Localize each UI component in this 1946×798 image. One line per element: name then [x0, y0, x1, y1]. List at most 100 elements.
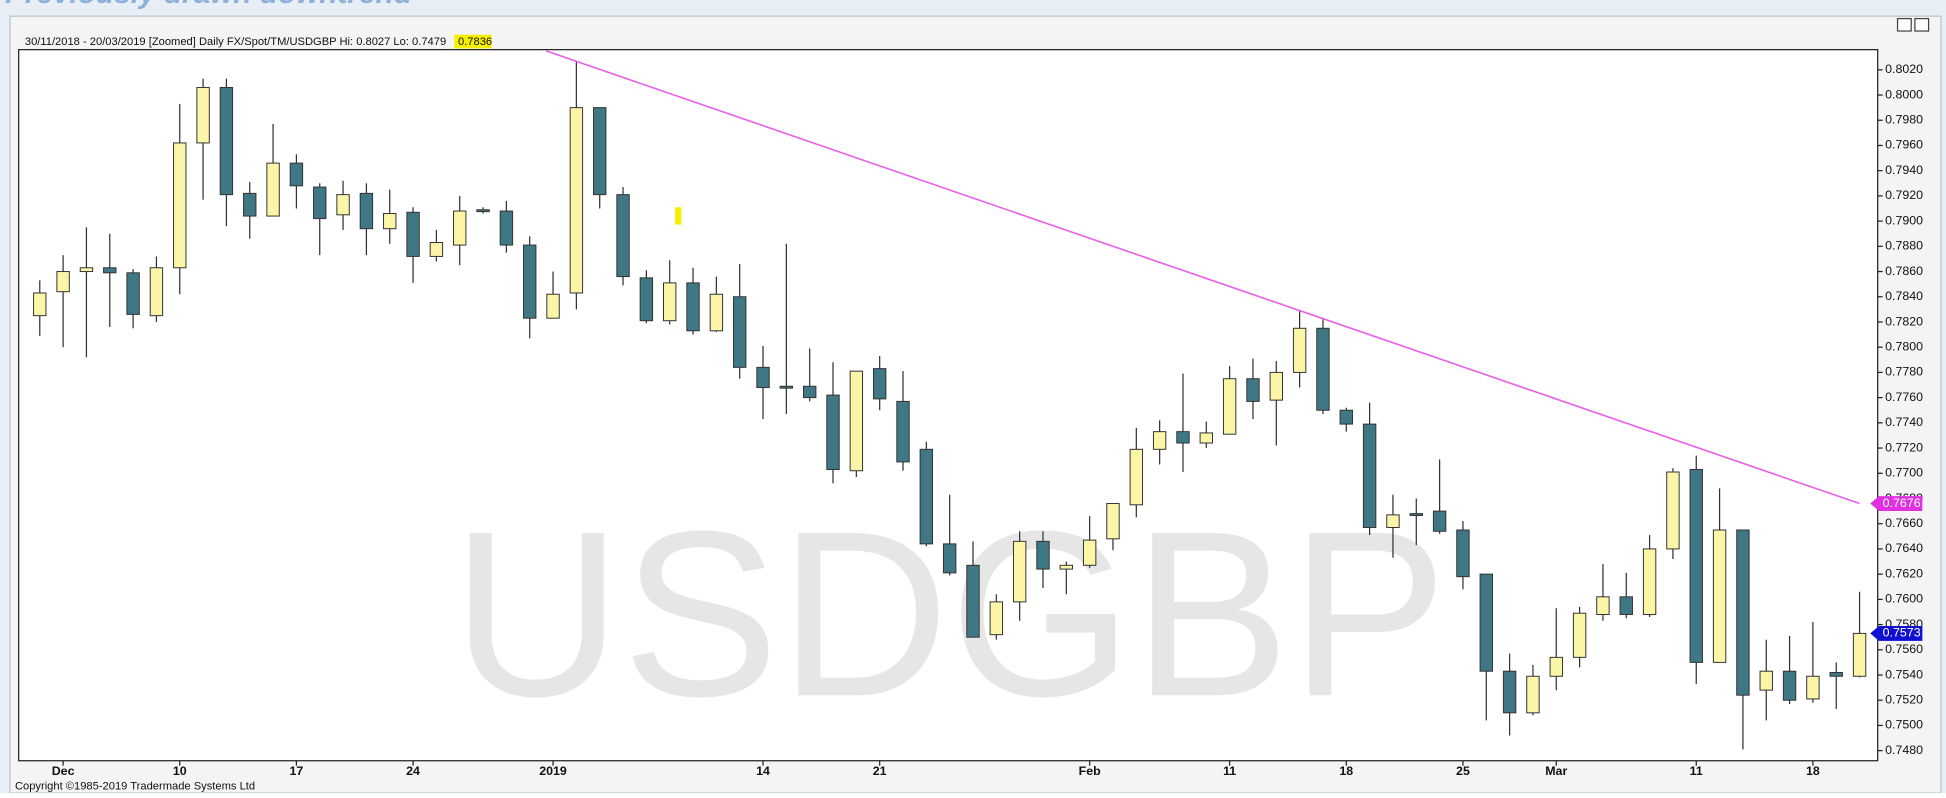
y-tick-label: 0.7760	[1885, 390, 1923, 404]
candle-body	[1642, 548, 1657, 615]
x-tick-label: 21	[873, 764, 887, 778]
candle-body	[1199, 432, 1214, 444]
candle-body	[616, 194, 630, 278]
candle-body	[802, 385, 817, 399]
y-tick-label: 0.8000	[1885, 87, 1923, 101]
y-tick-label: 0.7640	[1885, 541, 1923, 555]
candle-body	[1736, 529, 1750, 696]
y-tick-label: 0.7500	[1885, 718, 1923, 732]
candle-body	[872, 368, 887, 400]
candle-body	[1316, 327, 1330, 411]
x-tick-label: 2019	[539, 764, 567, 778]
price-marker	[1870, 496, 1923, 511]
x-tick-label: 14	[756, 764, 770, 778]
candle-body	[1456, 529, 1470, 578]
cursor-marker	[675, 207, 682, 225]
x-tick-label: 11	[1223, 764, 1236, 778]
candle-body	[243, 192, 257, 217]
candle-body	[1339, 409, 1353, 425]
candle-body	[1129, 448, 1144, 506]
y-tick-label: 0.7660	[1885, 516, 1923, 530]
trendline	[545, 50, 1860, 505]
x-tick-label: Mar	[1545, 764, 1567, 778]
candle-body	[1246, 378, 1260, 402]
candle-body	[756, 366, 770, 389]
price-marker-label: 0.7676	[1883, 496, 1921, 510]
y-tick-label: 0.7620	[1885, 566, 1923, 580]
cursor-value: 0.7836	[458, 36, 492, 48]
y-tick-label: 0.7820	[1885, 314, 1923, 328]
slide-title: Previously drawn downtrend	[5, 0, 413, 10]
candle-body	[1222, 378, 1237, 435]
x-tick-label: Dec	[52, 764, 75, 778]
maximize-button[interactable]	[1914, 17, 1930, 32]
candle-body	[1759, 670, 1773, 691]
candle-body	[219, 86, 234, 196]
candle-body	[1269, 371, 1284, 401]
x-tick-label: 24	[406, 764, 420, 778]
candle-body	[1036, 540, 1050, 570]
y-tick-label: 0.7700	[1885, 466, 1923, 480]
candle-body	[429, 242, 444, 257]
candle-body	[1386, 514, 1400, 528]
candle-body	[1782, 670, 1797, 701]
y-tick-label: 0.7940	[1885, 163, 1923, 177]
candle-body	[359, 192, 374, 230]
price-marker-label: 0.7573	[1883, 626, 1921, 640]
candle-body	[56, 271, 70, 293]
candle-body	[1409, 513, 1423, 516]
candle-body	[593, 107, 607, 196]
plot-area	[18, 49, 1879, 762]
y-tick-label: 0.7960	[1885, 138, 1923, 152]
candle-body	[779, 385, 794, 389]
candle-body	[896, 400, 910, 463]
candle-body	[196, 86, 210, 144]
restore-button[interactable]	[1896, 17, 1912, 32]
candle-body	[1806, 675, 1820, 700]
candle-body	[313, 186, 327, 220]
candle-body	[336, 194, 350, 216]
candle-body	[1106, 503, 1120, 540]
candle-body	[849, 370, 864, 472]
y-tick-label: 0.7560	[1885, 642, 1923, 656]
chart-info: 30/11/2018 - 20/03/2019 [Zoomed] Daily F…	[25, 36, 446, 48]
candle-body	[1362, 423, 1377, 528]
y-tick-label: 0.8020	[1885, 62, 1923, 76]
y-tick-label: 0.7600	[1885, 592, 1923, 606]
candle-body	[1479, 573, 1493, 672]
x-tick-label: 11	[1690, 764, 1703, 778]
candle-body	[383, 213, 397, 230]
candle-body	[266, 162, 280, 217]
candle-body	[476, 209, 490, 213]
x-tick-label: 10	[173, 764, 187, 778]
y-tick-label: 0.7900	[1885, 213, 1923, 227]
candle-body	[919, 448, 934, 545]
cursor-value-bg	[454, 34, 492, 49]
candle-body	[1082, 539, 1097, 566]
candle-body	[709, 293, 724, 332]
candle-body	[1689, 468, 1703, 663]
candle-body	[1292, 327, 1307, 373]
candle-body	[1526, 675, 1540, 714]
candle-body	[149, 267, 164, 317]
candle-body	[1666, 471, 1680, 550]
candle-body	[79, 267, 94, 273]
y-tick-label: 0.7780	[1885, 365, 1923, 379]
candle-body	[942, 543, 957, 574]
y-tick-label: 0.7920	[1885, 188, 1923, 202]
candle-body	[499, 210, 514, 246]
y-tick-label: 0.7800	[1885, 339, 1923, 353]
candle-body	[1012, 540, 1027, 603]
candle-body	[523, 244, 537, 319]
candle-body	[103, 267, 117, 274]
candle-body	[966, 564, 980, 638]
candle-body	[126, 272, 140, 315]
candle-body	[639, 277, 654, 322]
candle-body	[33, 292, 47, 317]
candle-body	[1852, 632, 1867, 677]
x-tick-label: 17	[289, 764, 303, 778]
candle-body	[1152, 431, 1167, 450]
y-tick-label: 0.7980	[1885, 113, 1923, 127]
x-tick-label: Feb	[1079, 764, 1101, 778]
